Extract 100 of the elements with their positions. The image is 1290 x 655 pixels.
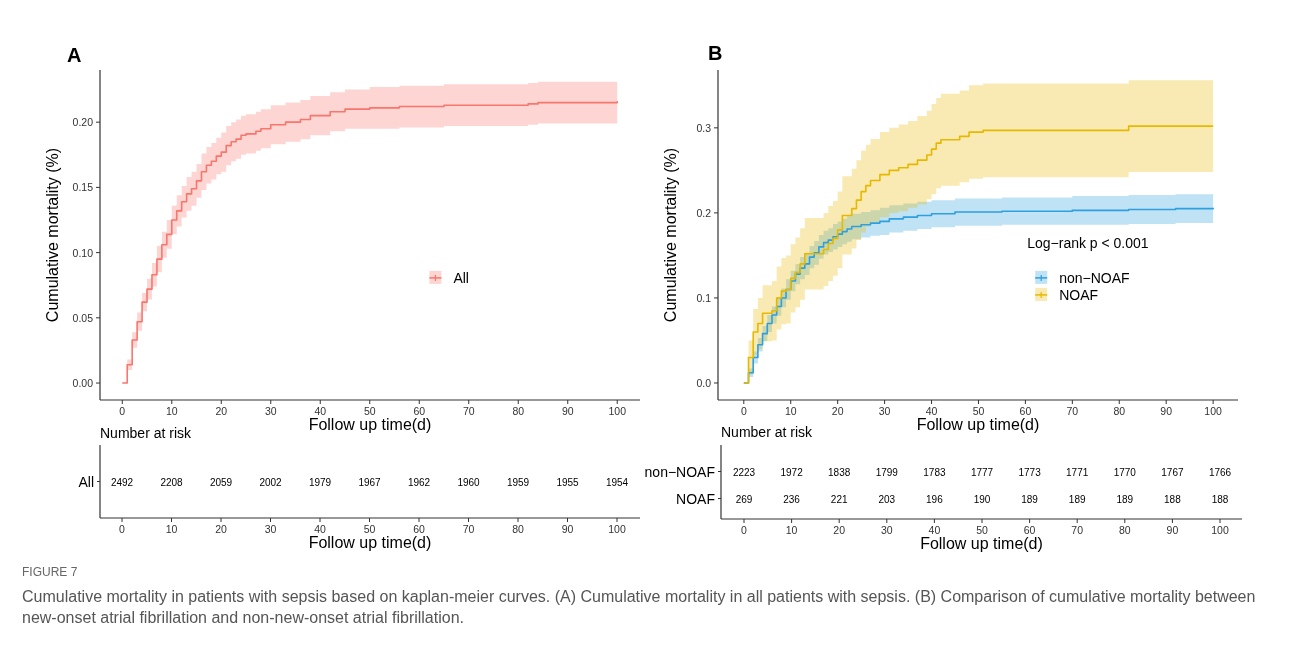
- data-label: 1959: [506, 476, 530, 488]
- annotation: Log−rank p < 0.001: [1027, 234, 1149, 251]
- x-tick-label: 60: [413, 523, 425, 535]
- x-axis-title: Follow up time(d): [308, 416, 432, 433]
- text: FIGURE 7: [22, 565, 78, 579]
- x-axis-title: Follow up time(d): [308, 534, 432, 551]
- x-axis-title: Follow up time(d): [916, 416, 1040, 433]
- x-tick-label: 30: [264, 523, 277, 535]
- data-label: 1979: [308, 476, 332, 488]
- chart-title: Number at risk: [100, 425, 193, 441]
- y-tick-label: 0.10: [72, 246, 94, 259]
- data-label: 1838: [828, 466, 851, 478]
- y-tick-label: NOAF: [676, 490, 715, 507]
- data-label: 2492: [110, 476, 134, 488]
- data-label: 1783: [923, 466, 946, 478]
- x-axis-title: Follow up time(d): [920, 535, 1043, 552]
- data-label: 189: [1068, 493, 1086, 505]
- data-label: 196: [926, 493, 944, 505]
- legend-label: non−NOAF: [1059, 269, 1130, 286]
- data-label: 1771: [1066, 466, 1089, 478]
- data-label: 189: [1021, 493, 1039, 505]
- data-label: 1967: [358, 476, 382, 488]
- data-label: 2002: [259, 476, 283, 488]
- x-tick-label: 70: [1066, 405, 1079, 417]
- data-label: 1954: [605, 476, 629, 488]
- x-tick-label: 0: [741, 524, 748, 536]
- data-label: 1770: [1113, 466, 1137, 478]
- data-label: 269: [735, 493, 753, 505]
- x-tick-label: 0: [119, 523, 126, 535]
- x-tick-label: 50: [363, 523, 376, 535]
- x-tick-label: 70: [1071, 524, 1084, 536]
- x-tick-label: 20: [831, 405, 844, 417]
- y-tick-label: 0.20: [72, 116, 94, 129]
- x-tick-label: 20: [215, 405, 228, 417]
- data-label: 221: [830, 493, 848, 505]
- x-tick-label: 10: [785, 524, 798, 536]
- x-tick-label: 80: [512, 405, 525, 417]
- y-tick-label: 0.3: [696, 121, 712, 134]
- x-tick-label: 10: [784, 405, 797, 417]
- data-label: 1777: [970, 466, 994, 478]
- y-tick-label: 0.15: [72, 181, 94, 194]
- x-tick-label: 10: [165, 405, 178, 417]
- x-tick-label: 100: [608, 405, 627, 417]
- x-tick-label: 80: [1113, 405, 1126, 417]
- x-tick-label: 30: [880, 524, 893, 536]
- data-label: 1960: [457, 476, 481, 488]
- x-tick-label: 40: [928, 524, 941, 536]
- x-tick-label: 80: [1118, 524, 1131, 536]
- x-tick-label: 40: [314, 405, 327, 417]
- x-tick-label: 90: [561, 405, 574, 417]
- data-label: 1972: [780, 466, 804, 478]
- data-label: 2059: [209, 476, 233, 488]
- x-tick-label: 70: [462, 405, 475, 417]
- x-tick-label: 0: [740, 405, 747, 417]
- data-label: 1955: [556, 476, 580, 488]
- x-tick-label: 100: [608, 523, 626, 535]
- text: Cumulative mortality in patients with sepsis based on kaplan-meier curves. (A) Cumulative mortality in all patients with sepsis. (B) Comparison of cumulative mortality between new-onset atrial fibrillation and non-new-onset atrial fibrillation.: [22, 588, 1256, 626]
- legend-label: All: [453, 269, 469, 286]
- x-tick-label: 90: [561, 523, 574, 535]
- data-label: 236: [783, 493, 801, 505]
- x-tick-label: 90: [1166, 524, 1179, 536]
- y-tick-label: non−NOAF: [644, 463, 715, 480]
- x-tick-label: 70: [462, 523, 475, 535]
- x-tick-label: 50: [972, 405, 985, 417]
- x-tick-label: 60: [413, 405, 426, 417]
- x-tick-label: 40: [314, 523, 326, 535]
- legend-label: NOAF: [1059, 286, 1099, 303]
- data-label: 188: [1164, 493, 1182, 505]
- x-tick-label: 60: [1019, 405, 1032, 417]
- data-label: 1799: [875, 466, 899, 478]
- x-tick-label: 10: [165, 523, 178, 535]
- data-label: 190: [973, 493, 991, 505]
- y-tick-label: 0.1: [696, 291, 712, 304]
- y-axis-title: Cumulative mortality (%): [662, 147, 679, 323]
- y-tick-label: 0.0: [696, 376, 712, 389]
- data-label: 1962: [407, 476, 431, 488]
- data-label: 203: [878, 493, 896, 505]
- x-tick-label: 0: [119, 405, 126, 417]
- x-tick-label: 100: [1204, 405, 1223, 417]
- y-tick-label: 0.00: [72, 377, 94, 390]
- x-tick-label: 30: [878, 405, 891, 417]
- data-label: 188: [1211, 493, 1229, 505]
- x-tick-label: 40: [925, 405, 938, 417]
- data-label: 1766: [1208, 466, 1232, 478]
- data-label: 2223: [732, 466, 756, 478]
- y-tick-label: All: [78, 473, 94, 490]
- data-label: 1773: [1018, 466, 1042, 478]
- x-tick-label: 20: [215, 523, 227, 535]
- y-tick-label: 0.2: [696, 206, 712, 219]
- x-tick-label: 50: [363, 405, 376, 417]
- chart-title: A: [67, 44, 82, 66]
- x-tick-label: 50: [976, 524, 988, 536]
- x-tick-label: 80: [512, 523, 524, 535]
- y-tick-label: 0.05: [72, 311, 94, 324]
- x-tick-label: 30: [264, 405, 277, 417]
- data-label: 189: [1116, 493, 1134, 505]
- x-tick-label: 20: [833, 524, 846, 536]
- x-tick-label: 100: [1211, 524, 1229, 536]
- x-tick-label: 60: [1023, 524, 1036, 536]
- x-tick-label: 90: [1160, 405, 1173, 417]
